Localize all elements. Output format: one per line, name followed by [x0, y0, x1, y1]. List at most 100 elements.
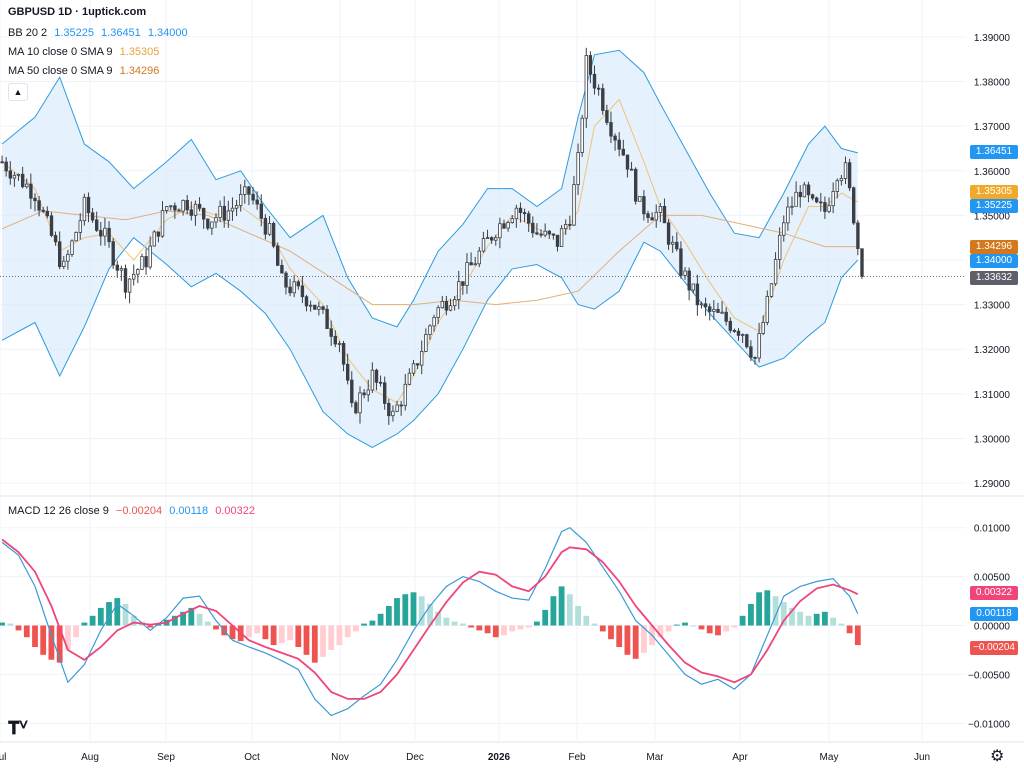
- macd-histogram-bar: [756, 592, 762, 626]
- macd-histogram-bar: [122, 604, 129, 626]
- candle-body: [29, 183, 33, 199]
- macd-histogram-bar: [805, 615, 812, 626]
- macd-histogram-bar: [295, 625, 302, 647]
- candle-body: [119, 268, 124, 271]
- candle-body: [197, 203, 202, 209]
- price-axis-tick-label: 1.30000: [974, 434, 1011, 445]
- candle-body: [473, 263, 477, 266]
- candle-body: [831, 191, 835, 207]
- badge-ma10: 1.35305: [970, 185, 1018, 199]
- candle-body: [802, 184, 807, 198]
- legend-ma10-row[interactable]: MA 10 close 0 SMA 9 1.35305: [8, 45, 163, 59]
- macd-histogram-bar: [97, 607, 104, 626]
- legend-bb-row[interactable]: BB 20 2 1.35225 1.36451 1.34000: [8, 26, 192, 40]
- macd-histogram-bar: [114, 598, 121, 626]
- macd-axis-tick-label: 0.01000: [974, 524, 1011, 535]
- legend-macd-row[interactable]: MACD 12 26 close 9 −0.00204 0.00118 0.00…: [8, 504, 259, 518]
- candle-body: [25, 183, 29, 188]
- macd-histogram-bar: [353, 625, 359, 632]
- macd-histogram-bar: [427, 604, 433, 626]
- tradingview-logo-icon[interactable]: 𝐓ⱽ: [8, 718, 28, 738]
- candle-body: [683, 270, 687, 276]
- candle-body: [354, 402, 358, 414]
- bb-basis-value: 1.35225: [54, 27, 94, 39]
- time-axis-tick-label: Feb: [568, 752, 586, 763]
- macd-histogram-bar: [854, 625, 861, 646]
- price-axis-tick-label: 1.31000: [974, 390, 1011, 401]
- candle-body: [588, 55, 593, 75]
- candle-body: [300, 285, 305, 298]
- candle-body: [671, 241, 675, 245]
- macd-histogram-bar: [764, 590, 771, 626]
- macd-histogram-bar: [822, 611, 828, 626]
- ma10-value: 1.35305: [119, 46, 160, 58]
- candle-body: [259, 203, 263, 219]
- time-axis-tick-label: Sep: [157, 752, 175, 763]
- candle-body: [452, 299, 457, 307]
- candle-body: [95, 219, 99, 231]
- candle-body: [284, 272, 288, 288]
- candle-body: [20, 173, 25, 188]
- time-axis-tick-label: Mar: [646, 752, 664, 763]
- bb-upper-value: 1.36451: [101, 27, 141, 39]
- macd-histogram-bar: [369, 620, 376, 626]
- macd-histogram-bar: [254, 625, 261, 634]
- candle-body: [58, 241, 62, 268]
- bollinger-upper-line: [1, 49, 858, 328]
- candle-body: [415, 363, 420, 366]
- chevron-up-icon[interactable]: ▲: [8, 83, 28, 101]
- candle-body: [247, 186, 251, 195]
- chart-title: GBPUSD 1D · 1uptick.com: [8, 6, 147, 18]
- candle-body: [481, 238, 486, 252]
- candle-body: [609, 122, 613, 137]
- candle-body: [839, 177, 844, 182]
- candle-body: [45, 210, 49, 217]
- candle-body: [185, 199, 189, 211]
- candle-body: [345, 363, 350, 381]
- candle-body: [465, 262, 469, 286]
- candle-body: [4, 161, 8, 172]
- candle-body: [757, 333, 761, 359]
- candle-body: [601, 88, 605, 111]
- badge-ma50: 1.34296: [970, 240, 1018, 254]
- price-axis-tick-label: 1.32000: [974, 345, 1011, 356]
- candle-body: [341, 342, 346, 365]
- candle-body: [160, 210, 165, 237]
- candle-body: [391, 410, 395, 417]
- macd-histogram-bar: [246, 625, 252, 638]
- candle-body: [201, 207, 206, 220]
- candle-body: [374, 369, 379, 383]
- candle-body: [263, 217, 268, 235]
- macd-axis-tick-label: −0.00500: [968, 670, 1010, 681]
- candle-body: [691, 283, 695, 291]
- candle-body: [107, 227, 111, 243]
- candle-body: [70, 240, 74, 255]
- candle-body: [605, 110, 609, 123]
- macd-histogram-bar: [81, 622, 88, 626]
- candle-body: [366, 389, 370, 396]
- candle-body: [136, 269, 140, 275]
- legend-ma50-row[interactable]: MA 50 close 0 SMA 9 1.34296: [8, 64, 163, 78]
- candle-body: [580, 117, 584, 153]
- macd-histogram-bar: [23, 625, 30, 638]
- candle-body: [370, 369, 375, 391]
- candle-body: [86, 196, 91, 214]
- candle-body: [382, 382, 387, 404]
- badge-macd-hist: −0.00204: [970, 641, 1018, 655]
- candle-body: [621, 148, 625, 156]
- candle-body: [555, 234, 560, 247]
- macd-histogram-bar: [65, 625, 71, 650]
- candle-body: [461, 281, 465, 286]
- candle-body: [489, 237, 494, 241]
- gear-icon[interactable]: ⚙: [990, 748, 1005, 765]
- bollinger-lower-line: [1, 236, 859, 448]
- candle-body: [103, 227, 107, 237]
- candle-body: [152, 231, 156, 247]
- candle-body: [436, 307, 440, 318]
- candle-body: [597, 87, 601, 90]
- candle-body: [428, 325, 432, 335]
- macd-histogram-bar: [583, 615, 590, 626]
- candle-body: [251, 193, 255, 201]
- candle-body: [378, 381, 383, 384]
